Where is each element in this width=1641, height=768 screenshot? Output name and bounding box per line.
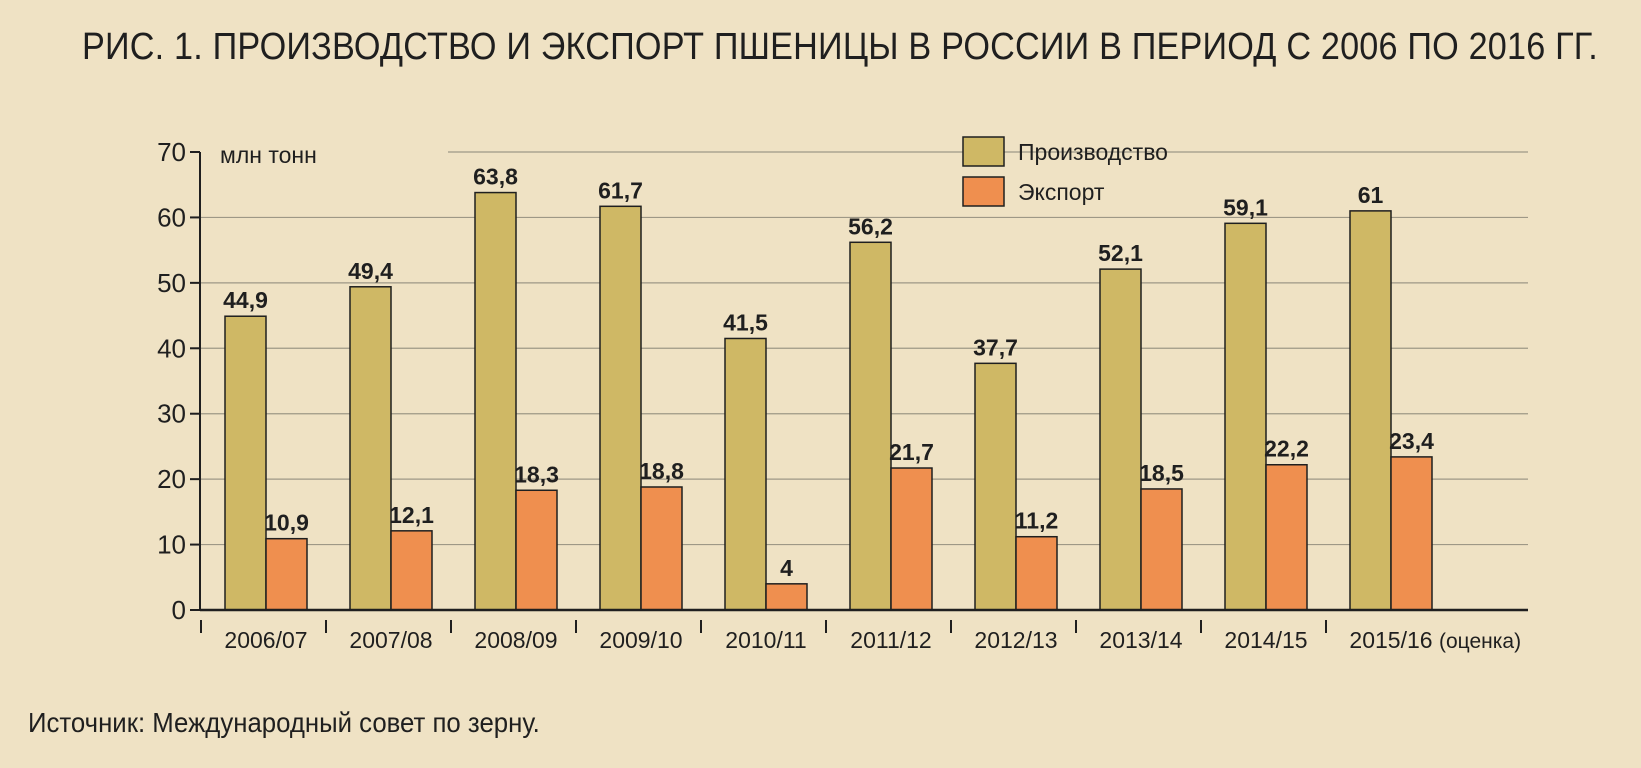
data-label: 49,4 [348,258,393,284]
source-note: Источник: Международный совет по зерну. [28,707,540,738]
data-label: 11,2 [1015,508,1059,534]
export-bar [1140,488,1183,611]
data-label: 41,5 [723,309,768,335]
data-label: 61 [1358,182,1384,208]
production-bar [224,315,267,611]
data-label: 18,8 [639,458,684,484]
y-tick-label: 60 [157,202,186,232]
legend-swatch-export [962,176,1005,207]
figure-title: РИС. 1. ПРОИЗВОДСТВО И ЭКСПОРТ ПШЕНИЦЫ В… [82,26,1598,68]
y-tick-label: 0 [172,595,186,625]
export-bar [1390,456,1433,611]
data-label: 22,2 [1264,436,1309,462]
category-label: 2013/14 [1099,627,1182,653]
category-label: 2010/11 [725,627,806,653]
y-tick-label: 30 [157,399,186,429]
production-bar [1349,210,1392,611]
category-label: 2014/15 [1224,627,1307,653]
category-label: 2006/07 [224,627,307,653]
y-tick-label: 10 [157,530,186,560]
y-tick-label: 50 [157,268,186,298]
data-label: 37,7 [973,334,1018,360]
export-bar [765,583,808,611]
category-note: (оценка) [1439,630,1521,653]
data-label: 18,5 [1139,460,1184,486]
data-label: 61,7 [598,177,643,203]
production-bar [1224,222,1267,611]
production-bar [724,337,767,611]
export-bar [1015,535,1058,611]
data-label: 10,9 [264,510,309,536]
y-tick-label: 40 [157,333,186,363]
export-bar [890,467,933,611]
category-label: 2011/12 [850,627,931,653]
production-bar [349,286,392,611]
data-label: 21,7 [889,439,934,465]
production-bar [1099,268,1142,611]
production-bar [974,362,1017,611]
legend-label-production: Производство [1018,139,1168,165]
data-label: 18,3 [514,461,559,487]
data-label: 59,1 [1223,194,1268,220]
export-bar [390,530,433,611]
data-label: 4 [780,555,793,581]
category-label: 2007/08 [349,627,432,653]
data-label: 56,2 [848,213,893,239]
category-label: 2008/09 [474,627,557,653]
export-bar [265,537,308,611]
data-label: 52,1 [1098,240,1143,266]
data-label: 23,4 [1389,428,1434,454]
production-bar [849,241,892,611]
export-bar [640,486,683,611]
category-label: 2012/13 [974,627,1057,653]
category-label: 2015/16 [1349,627,1432,653]
data-label: 44,9 [223,287,268,313]
data-label: 63,8 [473,164,518,190]
y-tick-label: 20 [157,464,186,494]
y-tick-label: 70 [157,137,186,167]
export-bar [515,489,558,611]
export-bar [1265,463,1308,611]
production-bar [599,205,642,611]
legend-swatch-production [962,136,1005,167]
data-label: 12,1 [389,502,434,528]
category-label: 2009/10 [599,627,682,653]
y-axis-unit-label: млн тонн [220,142,317,168]
production-bar [474,191,517,611]
legend-label-export: Экспорт [1018,179,1105,205]
